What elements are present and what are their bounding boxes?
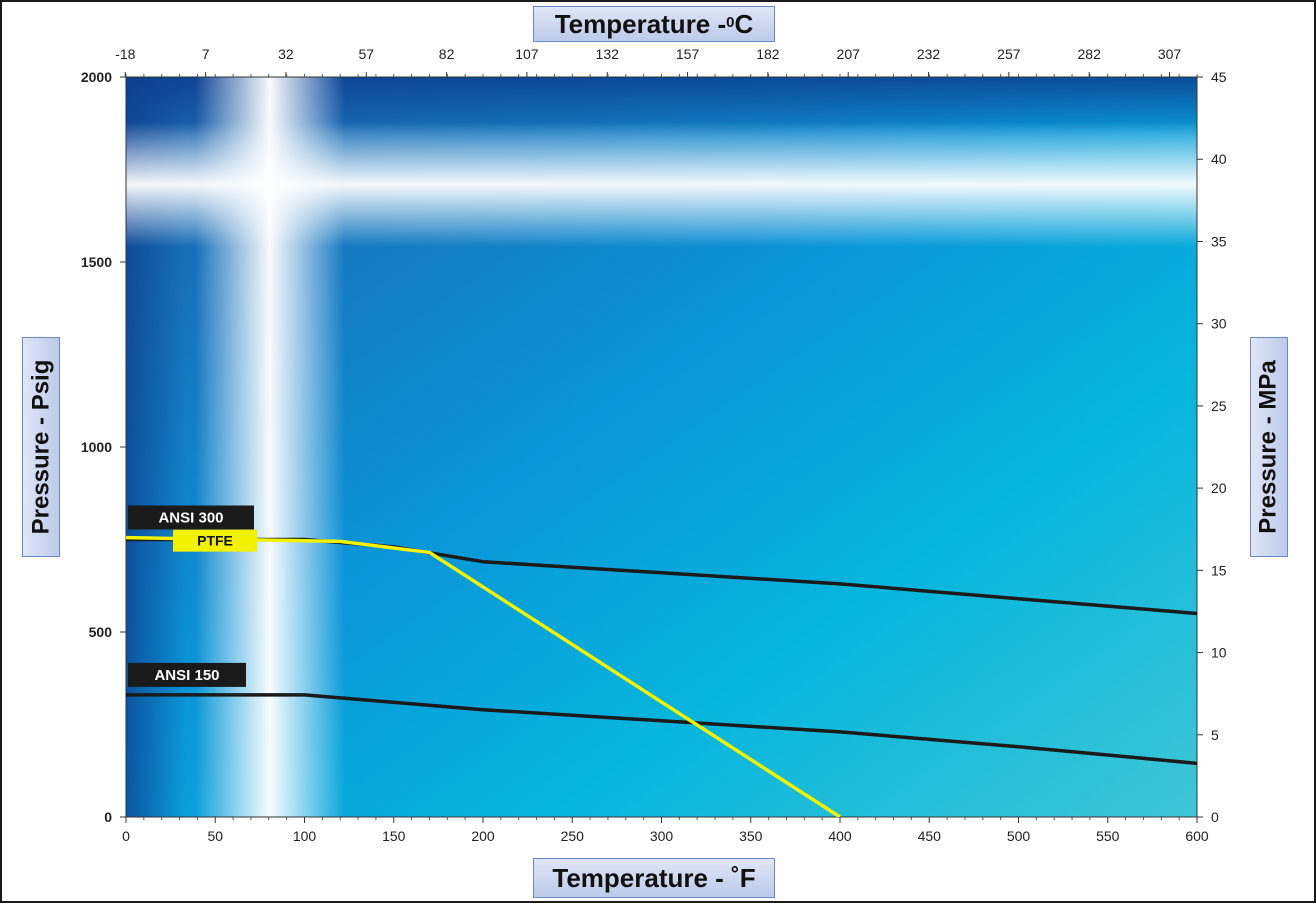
bottom-tick-label: 200 [471, 828, 495, 844]
right-axis-title: Pressure - MPa [1250, 337, 1288, 557]
bottom-tick-label: 150 [382, 828, 406, 844]
left-axis-title: Pressure - Psig [22, 337, 60, 557]
bottom-tick-label: 0 [122, 828, 130, 844]
plot-background [126, 77, 1197, 817]
top-tick-label: 7 [202, 46, 210, 62]
right-tick-label: 40 [1211, 151, 1227, 167]
bottom-tick-label: 300 [650, 828, 674, 844]
right-tick-label: 5 [1211, 727, 1219, 743]
series-line-ansi-150 [126, 693, 1197, 766]
left-tick-label: 2000 [81, 69, 112, 85]
series-labels: ANSI 300 PTFE ANSI 150 [128, 505, 257, 687]
series-tag-bg [128, 505, 254, 530]
top-axis-ticks: -18 7 32 57 82 107 132 157 182 207 232 257 282 307 [115, 46, 1198, 77]
top-tick-label: 132 [596, 46, 620, 62]
series-tag-ptfe: PTFE [173, 529, 257, 552]
right-tick-label: 30 [1211, 316, 1227, 332]
right-tick-label: 20 [1211, 480, 1227, 496]
left-tick-label: 500 [89, 624, 113, 640]
top-tick-label: 57 [358, 46, 374, 62]
bottom-tick-label: 550 [1096, 828, 1120, 844]
series-tag-bg [173, 529, 257, 552]
bottom-tick-label: 600 [1185, 828, 1209, 844]
bottom-tick-label: 250 [561, 828, 585, 844]
right-tick-label: 35 [1211, 233, 1227, 249]
bottom-axis-title: Temperature - ˚F [533, 858, 775, 898]
left-tick-label: 0 [104, 809, 112, 825]
bottom-tick-label: 350 [739, 828, 763, 844]
series-tag-text: ANSI 150 [154, 667, 219, 684]
series-tag-text: ANSI 300 [158, 510, 223, 527]
top-tick-label: 232 [917, 46, 941, 62]
top-axis-title-sup: 0 [726, 13, 735, 31]
right-tick-label: 10 [1211, 645, 1227, 661]
top-axis-title-unit: C [734, 8, 754, 39]
top-tick-label: 82 [439, 46, 455, 62]
bottom-tick-label: 100 [293, 828, 317, 844]
series-tag-ansi-300: ANSI 300 [128, 505, 254, 530]
series-tag-ansi-150: ANSI 150 [128, 662, 246, 687]
series-tag-text: PTFE [197, 533, 233, 549]
top-tick-label: 307 [1158, 46, 1182, 62]
top-tick-label: 207 [837, 46, 861, 62]
bottom-tick-label: 450 [918, 828, 942, 844]
top-tick-label: 107 [515, 46, 539, 62]
top-tick-label: -18 [115, 46, 135, 62]
top-axis-title-main: Temperature - [554, 8, 727, 39]
bottom-axis-title-text: Temperature - ˚F [552, 862, 756, 893]
top-tick-label: 282 [1078, 46, 1102, 62]
right-tick-label: 25 [1211, 398, 1227, 414]
left-axis-ticks: 0 500 1000 1500 2000 [81, 69, 126, 825]
bottom-tick-label: 50 [207, 828, 223, 844]
top-tick-label: 157 [676, 46, 700, 62]
series-tag-bg [128, 662, 246, 687]
bottom-tick-label: 500 [1007, 828, 1031, 844]
right-tick-label: 0 [1211, 809, 1219, 825]
right-tick-label: 45 [1211, 69, 1227, 85]
top-tick-label: 182 [756, 46, 780, 62]
left-tick-label: 1500 [81, 254, 112, 270]
top-tick-label: 257 [997, 46, 1021, 62]
right-axis-ticks: 0 5 10 15 20 25 30 35 40 45 [1197, 69, 1227, 825]
left-tick-label: 1000 [81, 439, 112, 455]
bottom-tick-label: 400 [828, 828, 852, 844]
right-tick-label: 15 [1211, 562, 1227, 578]
bottom-axis-ticks: 0 50 100 150 200 250 300 350 400 450 500 550 600 [122, 817, 1209, 844]
top-tick-label: 32 [278, 46, 294, 62]
